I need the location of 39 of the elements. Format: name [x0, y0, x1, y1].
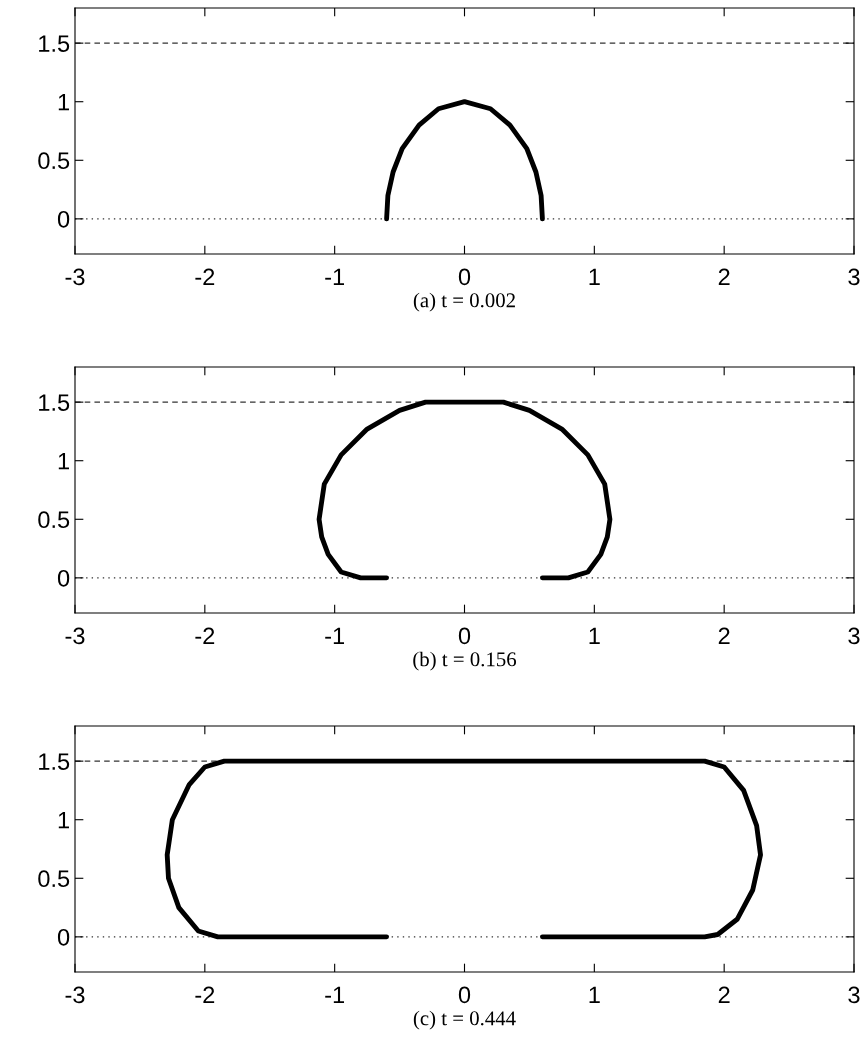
y-tick-label: 1	[58, 453, 69, 470]
x-tick-label: -1	[325, 986, 345, 1003]
y-tick-label: 1	[58, 812, 69, 829]
x-tick-label: 2	[718, 627, 730, 644]
x-tick-label: -3	[65, 627, 85, 645]
x-tick-label: -2	[195, 268, 215, 285]
x-tick-label: 3	[848, 986, 860, 1004]
x-tick-label: -2	[195, 627, 215, 644]
x-axis-title: (c) t = 0.444	[413, 1010, 516, 1030]
x-tick-label: -1	[325, 268, 345, 285]
x-axis-title: (b) t = 0.156	[413, 651, 517, 671]
y-tick-label: 0.5	[38, 870, 70, 888]
line-series	[316, 399, 613, 581]
y-tick-label: 1.5	[39, 35, 70, 52]
x-tick-label: -3	[65, 268, 85, 286]
y-tick-label: 0.5	[38, 152, 70, 170]
x-tick-label: 2	[718, 986, 730, 1003]
x-tick-label: -2	[195, 986, 215, 1003]
x-tick-label: 0	[458, 268, 471, 286]
y-tick-label: 0	[57, 928, 70, 946]
x-tick-label: 1	[589, 627, 600, 644]
x-tick-label: -1	[325, 627, 345, 644]
line-series	[164, 758, 763, 940]
y-tick-label: 0	[57, 569, 70, 587]
x-tick-label: 3	[848, 627, 860, 645]
x-axis-title: (a) t = 0.002	[413, 292, 515, 312]
y-tick-label: 1.5	[39, 753, 70, 770]
line-series	[384, 99, 545, 222]
y-tick-label: 0	[57, 210, 70, 228]
y-tick-label: 1.5	[39, 394, 70, 411]
x-tick-label: 1	[589, 986, 600, 1003]
x-tick-label: 0	[458, 986, 471, 1004]
y-tick-label: 1	[58, 94, 69, 111]
x-tick-label: 0	[458, 627, 471, 645]
x-tick-label: 1	[589, 268, 600, 285]
y-tick-label: 0.5	[38, 511, 70, 529]
x-tick-label: 3	[848, 268, 860, 286]
x-tick-label: 2	[718, 268, 730, 285]
x-tick-label: -3	[65, 986, 85, 1004]
